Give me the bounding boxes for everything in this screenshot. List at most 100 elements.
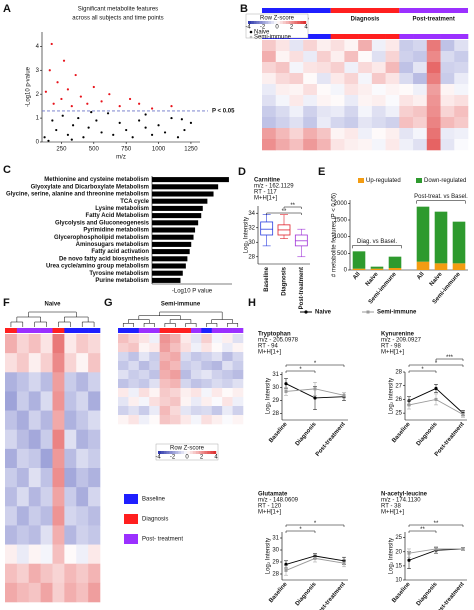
legend-box: [245, 13, 309, 39]
heatmap-cell: [211, 379, 223, 389]
heatmap-cell: [149, 388, 160, 398]
heatmap-cell: [330, 73, 345, 85]
heatmap-cell: [118, 334, 129, 344]
panel-letter: B: [240, 3, 248, 15]
metabolite-title: Glutamate: [258, 492, 288, 498]
significance-label: **: [282, 209, 287, 215]
heatmap-cell: [211, 397, 223, 407]
heatmap-cell: [399, 73, 414, 85]
group-bar: [28, 328, 41, 333]
heatmap-cell: [40, 448, 53, 469]
metabolite-rt: RT - 98: [381, 344, 401, 350]
significance-bracket: [408, 370, 437, 373]
bar-segment: [370, 268, 384, 270]
x-axis-label: m/z: [116, 155, 126, 161]
legend-gradient: [201, 451, 205, 454]
heatmap-cell: [413, 95, 428, 107]
x-tick-label: Naive: [429, 271, 444, 288]
heatmap-cell: [211, 415, 223, 425]
heatmap-cell: [5, 391, 18, 411]
heatmap-cell: [16, 544, 30, 565]
heatmap-cell: [190, 379, 202, 389]
heatmap-cell: [138, 370, 150, 380]
heatmap-cell: [190, 361, 202, 371]
heatmap-cell: [385, 128, 400, 140]
legend-tick-label: 2: [290, 25, 294, 31]
heatmap-cell: [190, 397, 202, 407]
y-tick-label: 28: [272, 572, 279, 578]
legend-gradient: [181, 451, 185, 454]
heatmap-cell: [5, 582, 18, 603]
heatmap-cell: [232, 361, 244, 371]
significance-bracket: [408, 524, 464, 527]
heatmap-cell: [358, 84, 373, 96]
group-bar: [52, 328, 65, 333]
metabolite-mz: m/z - 162.1129: [254, 184, 294, 190]
significance-label: ***: [446, 355, 454, 361]
heatmap-cell: [303, 73, 318, 85]
heatmap-cell: [138, 397, 150, 407]
heatmap-cell: [118, 388, 129, 398]
point: [180, 118, 183, 121]
legend-gradient: [291, 21, 295, 24]
heatmap-cell: [262, 128, 277, 140]
heatmap-cell: [222, 361, 233, 371]
point: [47, 139, 50, 142]
heatmap-cell: [211, 406, 223, 416]
heatmap-cell: [211, 352, 223, 362]
heatmap-cell: [426, 84, 441, 96]
y-axis-label: Log₂ Intensity: [266, 378, 272, 414]
heatmap-cell: [180, 397, 192, 407]
heatmap-cell: [5, 429, 18, 450]
heatmap-cell: [232, 352, 244, 362]
group-bar: [222, 328, 233, 333]
heatmap-cell: [262, 106, 277, 118]
heatmap-cell: [149, 361, 160, 371]
heatmap-cell: [28, 429, 41, 450]
group-bar: [303, 34, 318, 39]
heatmap-cell: [330, 62, 345, 74]
heatmap-cell: [52, 582, 65, 603]
significance-label: *: [299, 367, 302, 373]
point: [86, 102, 89, 105]
bar: [152, 205, 203, 211]
heatmap-cell: [440, 139, 455, 151]
heatmap-cell: [16, 563, 30, 584]
legend-gradient: [187, 451, 191, 454]
point: [100, 100, 103, 103]
heatmap-cell: [385, 139, 400, 151]
point: [71, 124, 75, 127]
bar: [152, 184, 219, 190]
heatmap-cell: [413, 84, 428, 96]
heatmap-cell: [88, 353, 101, 373]
heatmap-cell: [413, 51, 428, 63]
heatmap-cell: [358, 128, 373, 140]
heatmap-cell: [330, 128, 345, 140]
group-bar: [88, 328, 101, 333]
metabolite-mz: m/z - 174.1130: [381, 498, 421, 504]
y-tick-label: 1500: [334, 218, 348, 224]
heatmap-cell: [149, 379, 160, 389]
heatmap-cell: [371, 40, 386, 52]
legend-marker: [366, 310, 370, 314]
heatmap-cell: [128, 343, 140, 353]
group-bar: [118, 328, 129, 333]
legend-gradient: [160, 451, 164, 454]
heatmap-cell: [371, 128, 386, 140]
heatmap-cell: [64, 487, 77, 507]
x-tick-label: Post-treatment: [299, 267, 305, 309]
legend-swatch: [416, 178, 422, 183]
legend-gradient: [207, 451, 211, 454]
heatmap-cell: [16, 448, 30, 469]
bar: [152, 263, 186, 269]
heatmap-cell: [289, 51, 304, 63]
heatmap-cell: [316, 128, 331, 140]
heatmap-cell: [385, 51, 400, 63]
x-tick-label: All: [352, 271, 362, 281]
point: [90, 111, 93, 114]
point: [284, 389, 288, 393]
heatmap-cell: [52, 410, 65, 431]
point: [144, 113, 147, 116]
heatmap-cell: [275, 106, 290, 118]
heatmap-cell: [371, 117, 386, 129]
